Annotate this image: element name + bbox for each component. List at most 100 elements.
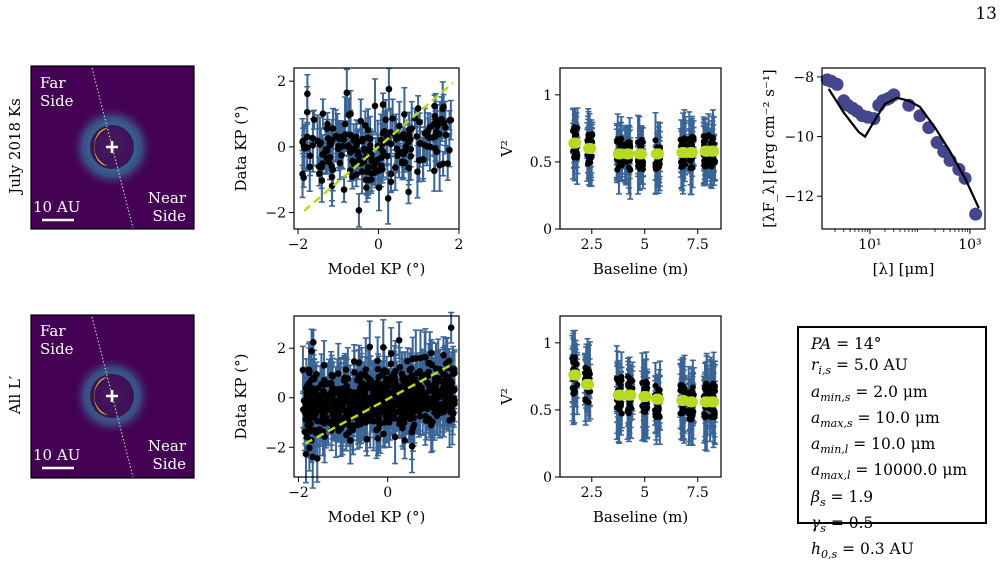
data-point xyxy=(402,415,409,422)
data-point xyxy=(451,395,458,402)
data-point xyxy=(317,141,324,148)
data-point xyxy=(437,401,444,408)
x-tick-label: 10¹ xyxy=(858,237,881,253)
data-point xyxy=(356,207,363,214)
x-tick-label: 10³ xyxy=(958,237,981,253)
data-point xyxy=(407,153,414,160)
data-point xyxy=(335,370,342,377)
y-tick-label: 0 xyxy=(543,222,552,238)
scale-bar-label: 10 AU xyxy=(33,198,80,216)
near-side-label: Side xyxy=(152,207,186,225)
data-point xyxy=(356,373,363,380)
data-point xyxy=(337,426,344,433)
data-point xyxy=(363,177,370,184)
data-point xyxy=(709,140,715,146)
data-point xyxy=(446,358,453,365)
model-point xyxy=(708,146,719,157)
data-point xyxy=(351,358,358,365)
data-point xyxy=(304,109,311,116)
data-point xyxy=(654,163,660,169)
x-axis-label: Model KP (°) xyxy=(328,260,426,278)
data-point xyxy=(307,397,314,404)
data-point xyxy=(401,111,408,118)
data-point xyxy=(402,407,409,414)
y-tick-label: −12 xyxy=(784,189,814,205)
data-point xyxy=(359,136,366,143)
data-point xyxy=(417,355,424,362)
data-point xyxy=(627,139,633,145)
data-point xyxy=(376,374,383,381)
row-label-top: July 2018 Ks xyxy=(6,98,24,196)
data-point xyxy=(307,427,314,434)
data-point xyxy=(406,367,413,374)
data-point xyxy=(691,135,697,141)
data-point xyxy=(585,138,591,144)
data-point xyxy=(434,412,441,419)
data-point xyxy=(653,137,659,143)
model-point xyxy=(570,138,581,149)
data-point xyxy=(385,195,392,202)
x-tick-label: −2 xyxy=(288,237,309,253)
data-point xyxy=(329,174,336,181)
model-point xyxy=(687,147,698,158)
x-tick-label: 2 xyxy=(455,237,464,253)
data-point xyxy=(574,150,580,156)
data-point xyxy=(440,352,447,359)
data-point xyxy=(321,420,328,427)
data-point xyxy=(448,117,455,124)
data-point xyxy=(342,121,349,128)
data-point xyxy=(572,132,578,138)
data-point xyxy=(415,105,422,112)
data-point xyxy=(432,386,439,393)
data-point xyxy=(354,151,361,158)
data-point xyxy=(373,409,380,416)
data-point xyxy=(431,167,438,174)
data-point xyxy=(304,134,311,141)
y-tick-label: 0 xyxy=(277,391,286,407)
data-point xyxy=(427,360,434,367)
data-point xyxy=(347,111,354,118)
data-point xyxy=(623,159,629,165)
data-point xyxy=(376,420,383,427)
x-tick-label: 0 xyxy=(374,237,383,253)
data-point xyxy=(351,389,358,396)
data-point xyxy=(353,134,360,141)
data-point xyxy=(304,90,311,97)
data-point xyxy=(372,103,379,110)
data-point xyxy=(365,127,372,134)
y-tick-label: 0.5 xyxy=(530,155,552,171)
observed-point xyxy=(969,208,982,221)
data-point xyxy=(369,385,376,392)
data-point xyxy=(303,384,310,391)
data-point xyxy=(307,420,314,427)
data-point xyxy=(306,445,313,452)
disk-image-bottom: Far Side Near Side 10 AU xyxy=(31,315,194,478)
data-point xyxy=(427,143,434,150)
y-tick-label: 2 xyxy=(277,74,286,90)
data-point xyxy=(355,417,362,424)
x-tick-label: 7.5 xyxy=(687,237,709,253)
data-point xyxy=(422,130,429,137)
data-point xyxy=(405,189,412,196)
data-point xyxy=(448,405,455,412)
data-point xyxy=(380,431,387,438)
data-point xyxy=(322,406,329,413)
disk-image-top: Far Side Near Side 10 AU xyxy=(31,66,194,229)
data-point xyxy=(336,391,343,398)
data-point xyxy=(363,384,370,391)
data-point xyxy=(392,434,399,441)
data-point xyxy=(306,164,313,171)
page-number: 13 xyxy=(975,4,997,24)
data-point xyxy=(310,142,317,149)
x-tick-label: −2 xyxy=(288,485,309,501)
data-point xyxy=(342,395,349,402)
model-point xyxy=(585,143,596,154)
data-point xyxy=(388,179,395,186)
data-point xyxy=(407,388,414,395)
data-point xyxy=(409,443,416,450)
data-point xyxy=(420,156,427,163)
data-point xyxy=(433,128,440,135)
data-point xyxy=(424,371,431,378)
